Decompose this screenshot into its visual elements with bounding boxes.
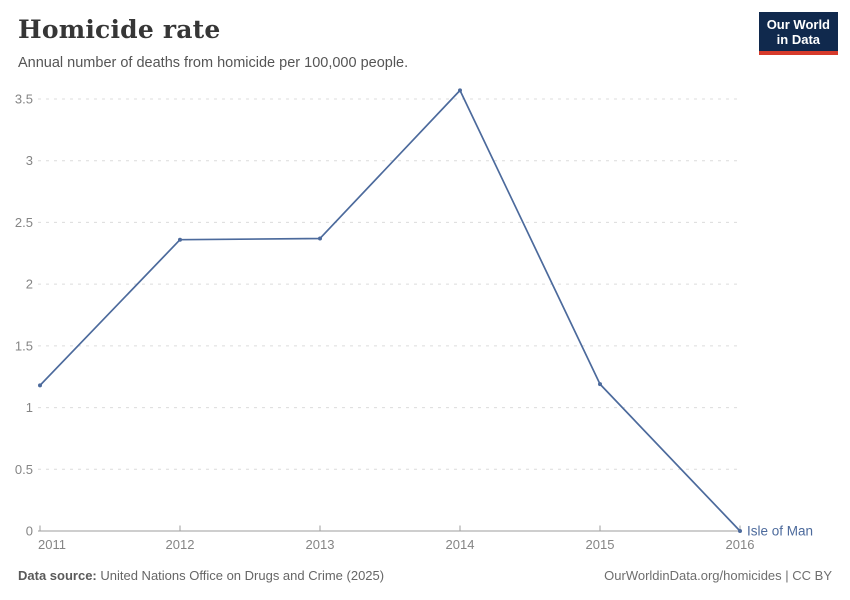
data-point[interactable]	[38, 383, 42, 388]
y-tick-label: 0.5	[15, 462, 33, 477]
page-subtitle: Annual number of deaths from homicide pe…	[18, 55, 409, 71]
y-tick-label: 2.5	[15, 215, 33, 230]
y-tick-label: 0	[26, 524, 33, 539]
y-tick-label: 1.5	[15, 338, 33, 353]
data-source: Data source: United Nations Office on Dr…	[18, 568, 384, 583]
chart-footer: Data source: United Nations Office on Dr…	[18, 568, 832, 583]
data-source-label: Data source:	[18, 568, 97, 583]
data-point[interactable]	[458, 88, 462, 93]
x-tick-label: 2011	[38, 537, 66, 552]
chart-area: 0 0.5 1 1.5 2 2.5 3 3.5 2011 2012 2013 2014 2015 2016…	[0, 80, 850, 560]
data-source-value: United Nations Office on Drugs and Crime…	[96, 568, 385, 583]
y-tick-label: 3	[26, 153, 33, 168]
y-tick-label: 2	[26, 277, 33, 292]
x-tick-label: 2012	[166, 537, 195, 552]
data-point[interactable]	[738, 529, 742, 533]
page-title: Homicide rate	[18, 15, 221, 44]
data-point[interactable]	[178, 237, 182, 242]
x-tick-label: 2016	[726, 537, 755, 552]
series-label[interactable]: Isle of Man	[747, 524, 813, 539]
y-tick-label: 3.5	[15, 92, 33, 107]
owid-logo-line1: Our World	[766, 17, 830, 32]
owid-logo-line2: in Data	[776, 32, 821, 47]
y-tick-label: 1	[26, 400, 33, 415]
line-chart: 0 0.5 1 1.5 2 2.5 3 3.5 2011 2012 2013 2014 2015 2016…	[15, 88, 813, 552]
x-tick-label: 2013	[306, 537, 335, 552]
data-point[interactable]	[598, 382, 602, 387]
x-tick-label: 2015	[586, 537, 615, 552]
attribution-link[interactable]: OurWorldinData.org/homicides | CC BY	[604, 568, 832, 583]
data-point[interactable]	[318, 236, 322, 241]
owid-logo[interactable]: Our World in Data	[758, 12, 838, 55]
x-tick-label: 2014	[446, 537, 475, 552]
data-line[interactable]	[39, 89, 741, 532]
